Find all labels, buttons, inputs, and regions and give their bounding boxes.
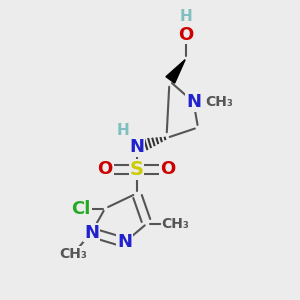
- Text: CH₃: CH₃: [162, 217, 189, 230]
- Text: N: N: [117, 233, 132, 251]
- Text: N: N: [84, 224, 99, 242]
- Text: O: O: [178, 26, 194, 44]
- Text: N: N: [186, 93, 201, 111]
- Text: O: O: [98, 160, 112, 178]
- Polygon shape: [166, 60, 185, 83]
- Text: O: O: [160, 160, 175, 178]
- Text: N: N: [129, 138, 144, 156]
- Text: CH₃: CH₃: [60, 247, 87, 260]
- Text: S: S: [130, 160, 143, 179]
- Text: Cl: Cl: [71, 200, 91, 217]
- Text: H: H: [180, 9, 192, 24]
- Text: H: H: [117, 123, 129, 138]
- Text: CH₃: CH₃: [205, 95, 233, 109]
